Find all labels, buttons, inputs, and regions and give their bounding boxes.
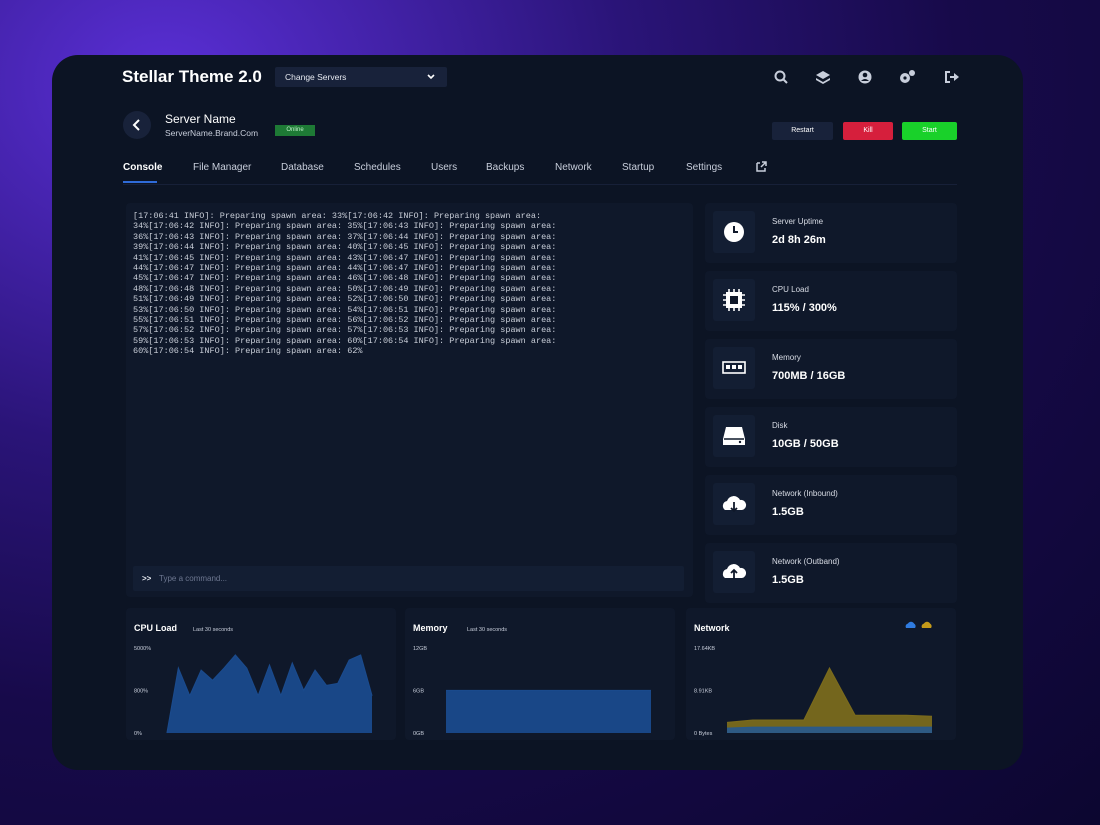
stat-value: 1.5GB xyxy=(772,506,804,518)
account-icon[interactable] xyxy=(858,70,872,84)
chart-title: Network xyxy=(694,623,731,633)
legend-icon xyxy=(905,621,916,628)
tab[interactable]: Network xyxy=(555,162,592,173)
stat-label: Server Uptime xyxy=(772,217,824,226)
y-tick-label: 0 Bytes xyxy=(694,731,713,737)
tab[interactable]: Startup xyxy=(622,162,655,173)
stat-icon xyxy=(713,211,755,253)
console-line: 48%[17:06:48 INFO]: Preparing spawn area… xyxy=(133,283,557,294)
console-line: 53%[17:06:50 INFO]: Preparing spawn area… xyxy=(133,304,557,315)
header-icons xyxy=(774,70,959,84)
y-tick-label: 0GB xyxy=(413,731,424,737)
console-line: 60%[17:06:54 INFO]: Preparing spawn area… xyxy=(133,346,363,357)
stat-value: 700MB / 16GB xyxy=(772,370,846,382)
area xyxy=(727,668,932,733)
area xyxy=(727,727,932,733)
chart-subtitle: Last 30 seconds xyxy=(467,627,507,633)
settings-icon[interactable] xyxy=(900,70,915,83)
stat-label: Network (Outband) xyxy=(772,557,840,566)
kill-button[interactable]: Kill xyxy=(843,122,893,140)
tab[interactable]: Users xyxy=(431,162,458,173)
stat-label: Network (Inbound) xyxy=(772,489,838,498)
console-line: 39%[17:06:44 INFO]: Preparing spawn area… xyxy=(133,242,557,253)
console-line: 57%[17:06:52 INFO]: Preparing spawn area… xyxy=(133,325,557,336)
server-select-label: Change Servers xyxy=(285,72,347,82)
tab[interactable]: Console xyxy=(123,162,163,173)
server-host: ServerName.Brand.Com xyxy=(165,128,259,138)
placeholder: Type a command... xyxy=(159,574,228,583)
status-badge: Online xyxy=(275,125,315,136)
stat-value: 115% / 300% xyxy=(772,302,837,314)
external-link-icon[interactable] xyxy=(754,160,768,174)
console-line: 55%[17:06:51 INFO]: Preparing spawn area… xyxy=(133,315,557,325)
stat-label: CPU Load xyxy=(772,285,809,294)
chart-card: Memory Last 30 seconds 0GB 6GB 12GB xyxy=(405,608,675,740)
chart-title: CPU Load xyxy=(134,623,177,633)
stat-label: Disk xyxy=(772,421,788,430)
tab[interactable]: Settings xyxy=(686,162,723,173)
tab[interactable]: Database xyxy=(281,162,324,173)
back-button[interactable] xyxy=(123,111,151,139)
tab[interactable]: Backups xyxy=(486,162,525,173)
area-line xyxy=(166,654,373,734)
console-line: 34%[17:06:42 INFO]: Preparing spawn area… xyxy=(133,221,557,232)
y-tick-label: 0% xyxy=(134,731,142,737)
console-line: 45%[17:06:47 INFO]: Preparing spawn area… xyxy=(133,273,557,284)
active-tab-indicator xyxy=(123,181,157,183)
command-input[interactable]: >> Type a command... xyxy=(133,566,684,591)
app-title: Stellar Theme 2.0 xyxy=(122,67,262,86)
stat-value: 10GB / 50GB xyxy=(772,438,839,450)
console-line: 36%[17:06:43 INFO]: Preparing spawn area… xyxy=(133,231,557,242)
chart-subtitle: Last 30 seconds xyxy=(193,627,233,633)
console-line: 51%[17:06:49 INFO]: Preparing spawn area… xyxy=(133,294,557,305)
console-card xyxy=(126,203,693,597)
area-line xyxy=(726,666,933,724)
y-tick-label: 800% xyxy=(134,689,148,695)
chevron xyxy=(427,74,435,80)
chart-card: Network 0 Bytes 8.91KB 17.64KB xyxy=(686,608,956,740)
y-tick-label: 17.64KB xyxy=(694,646,715,652)
stat-value: 2d 8h 26m xyxy=(772,234,826,246)
area xyxy=(446,690,651,733)
layers-icon[interactable] xyxy=(816,71,830,84)
tab[interactable]: File Manager xyxy=(193,162,252,173)
y-tick-label: 6GB xyxy=(413,689,424,695)
stat-label: Memory xyxy=(772,353,801,362)
y-tick-label: 12GB xyxy=(413,646,427,652)
area-line xyxy=(726,726,932,729)
stat-icon xyxy=(713,415,755,457)
stat-icon xyxy=(713,347,755,389)
stat-value: 1.5GB xyxy=(772,574,804,586)
search-icon[interactable] xyxy=(774,70,788,84)
stat-icon xyxy=(713,279,755,321)
server-name: Server Name xyxy=(165,112,236,126)
tab[interactable]: Schedules xyxy=(354,162,401,173)
console-line: 59%[17:06:53 INFO]: Preparing spawn area… xyxy=(133,335,557,346)
start-button[interactable]: Start xyxy=(902,122,957,140)
y-tick-label: 8.91KB xyxy=(694,689,712,695)
console-line: 44%[17:06:47 INFO]: Preparing spawn area… xyxy=(133,263,557,273)
chart-card: CPU Load Last 30 seconds 0% 800% 5000% xyxy=(126,608,396,740)
chart-title: Memory xyxy=(413,623,448,633)
legend-icon xyxy=(921,621,932,628)
stat-icon xyxy=(713,483,755,525)
stat-icon xyxy=(713,551,755,593)
prompt: >> xyxy=(142,574,152,583)
console-line: 41%[17:06:45 INFO]: Preparing spawn area… xyxy=(133,252,557,263)
y-tick-label: 5000% xyxy=(134,646,151,652)
console-line: [17:06:41 INFO]: Preparing spawn area: 3… xyxy=(133,211,542,221)
logout-icon[interactable] xyxy=(945,71,959,83)
restart-button[interactable]: Restart xyxy=(772,122,833,140)
server-select[interactable]: Change Servers xyxy=(275,67,447,87)
tab-divider xyxy=(123,184,957,185)
